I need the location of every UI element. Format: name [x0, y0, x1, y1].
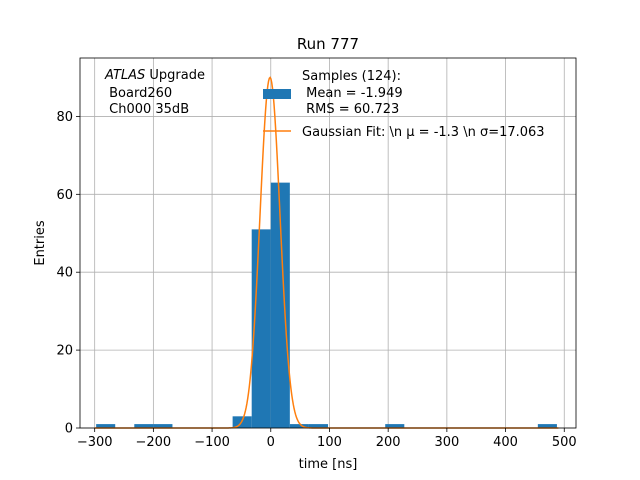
histogram-bar	[537, 424, 557, 428]
legend-fit-label: Gaussian Fit: \n μ = -1.3 \n σ=17.063	[302, 125, 545, 140]
x-tick-label: 300	[434, 435, 459, 450]
histogram-bar	[134, 424, 154, 428]
legend-samples-line-2: Mean = -1.949	[302, 86, 403, 101]
histogram-bar	[270, 182, 290, 428]
x-tick-label: −300	[77, 435, 113, 450]
annotation-channel: Ch000 35dB	[105, 102, 189, 117]
plot-frame	[79, 57, 577, 429]
annotation-board: Board260	[105, 86, 172, 101]
y-axis-label: Entries	[33, 220, 48, 266]
x-tick-label: −100	[194, 435, 230, 450]
x-tick-label: 200	[376, 435, 401, 450]
annotation-box: ATLAS Upgrade Board260 Ch000 35dB	[104, 68, 205, 117]
histogram-bar	[289, 424, 309, 428]
legend-samples-line-1: Samples (124):	[302, 69, 401, 84]
y-tick-label: 0	[65, 422, 73, 437]
y-axis-ticks: 0 20 40 60 80	[56, 110, 80, 437]
x-tick-label: 0	[267, 435, 275, 450]
annotation-line-1: ATLAS Upgrade	[104, 68, 205, 83]
x-axis-ticks: −300 −200 −100 0 100 200 300 400 500	[77, 428, 577, 450]
x-tick-label: −200	[136, 435, 172, 450]
legend: Samples (124): Mean = -1.949 RMS = 60.72…	[263, 69, 545, 140]
x-tick-label: 100	[317, 435, 342, 450]
annotation-atlas: ATLAS	[104, 68, 145, 83]
y-tick-label: 60	[56, 188, 73, 203]
y-tick-label: 80	[56, 110, 73, 125]
legend-samples-line-3: RMS = 60.723	[302, 102, 399, 117]
x-tick-label: 500	[552, 435, 577, 450]
y-tick-label: 20	[56, 344, 73, 359]
histogram-bar	[308, 424, 328, 428]
chart-title: Run 777	[297, 35, 359, 53]
histogram-bar	[153, 424, 173, 428]
annotation-upgrade: Upgrade	[145, 68, 205, 83]
x-axis-label: time [ns]	[299, 457, 358, 472]
histogram-bar	[385, 424, 405, 428]
legend-histogram-swatch	[263, 89, 291, 99]
x-tick-label: 400	[493, 435, 518, 450]
histogram-bar	[96, 424, 116, 428]
y-tick-label: 40	[56, 266, 73, 281]
